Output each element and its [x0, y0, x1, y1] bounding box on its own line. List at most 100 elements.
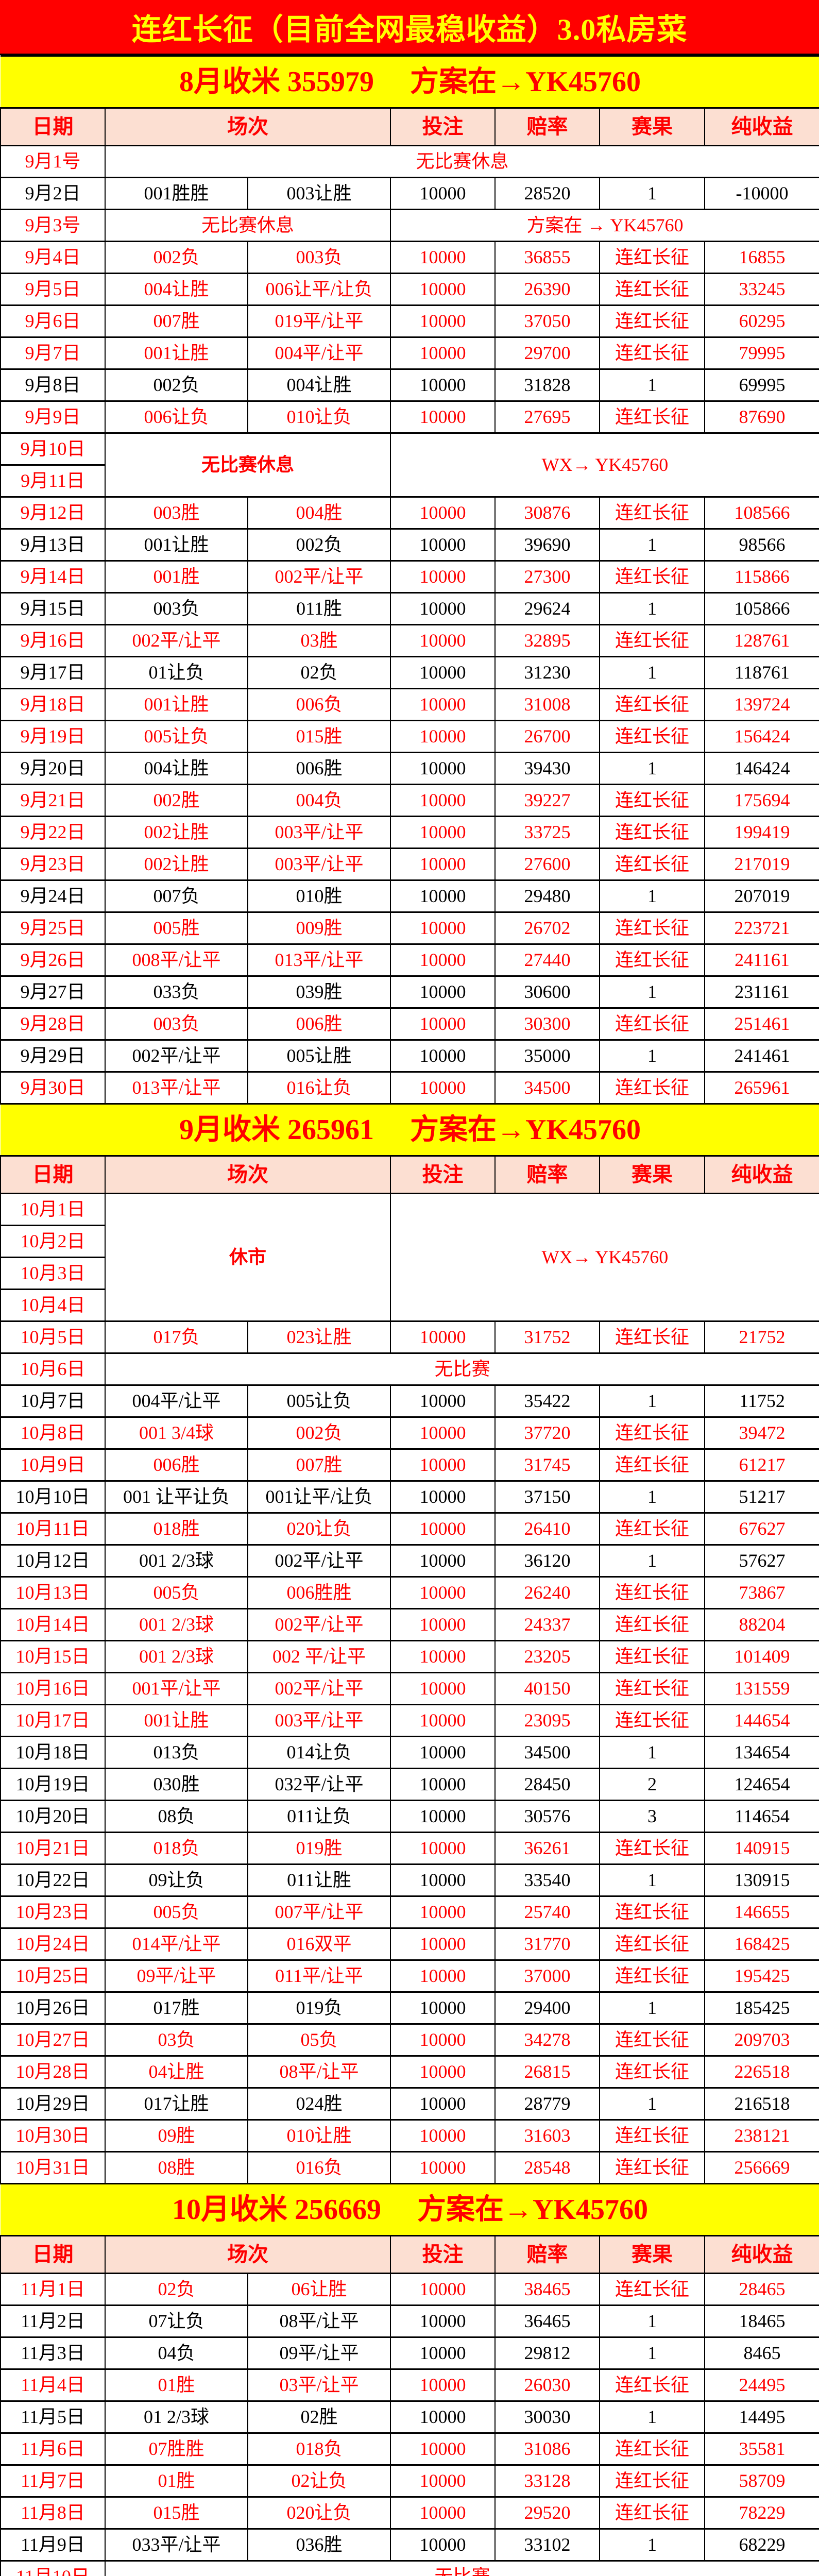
odds-cell: 39430 — [494, 752, 600, 785]
date-cell: 9月16日 — [0, 624, 106, 657]
stake-cell: 10000 — [390, 1895, 496, 1929]
stake-cell: 10000 — [390, 1039, 496, 1073]
date-cell: 11月7日 — [0, 2464, 106, 2498]
table-row: 10月10日 001 让平让负 001让平/让负 10000 37150 1 51217 — [0, 1480, 819, 1514]
stake-cell: 10000 — [390, 879, 496, 913]
profit-cell: 134654 — [704, 1736, 819, 1769]
pick-cell: 002 平/让平 — [247, 1640, 391, 1673]
profit-cell: 265961 — [704, 1071, 819, 1105]
stake-cell: 10000 — [390, 1384, 496, 1418]
stake-cell: 10000 — [390, 528, 496, 562]
date-cell: 9月17日 — [0, 656, 106, 689]
date-cell: 9月2日 — [0, 177, 106, 210]
odds-cell: 29812 — [494, 2336, 600, 2370]
result-cell: 连红长征 — [599, 2055, 705, 2089]
date-cell: 10月10日 — [0, 1480, 106, 1514]
profit-cell: 130915 — [704, 1863, 819, 1897]
date-cell: 9月5日 — [0, 273, 106, 306]
date-cell: 10月20日 — [0, 1800, 106, 1833]
pick-cell: 014让负 — [247, 1736, 391, 1769]
stake-cell: 10000 — [390, 2432, 496, 2466]
odds-cell: 30030 — [494, 2400, 600, 2434]
profit-cell: 115866 — [704, 560, 819, 594]
stake-cell: 10000 — [390, 1832, 496, 1865]
result-cell: 连红长征 — [599, 1959, 705, 1993]
profit-cell: 226518 — [704, 2055, 819, 2089]
pick-cell: 001 3/4球 — [105, 1416, 248, 1450]
col-header-odds: 赔率 — [494, 107, 600, 146]
pick-cell: 019胜 — [247, 1832, 391, 1865]
table-row: 9月5日 004让胜 006让平/让负 10000 26390 连红长征 33245 — [0, 273, 819, 306]
date-cell: 9月9日 — [0, 400, 106, 434]
table-row: 11月3日 04负 09平/让平 10000 29812 1 8465 — [0, 2336, 819, 2370]
table-row: 9月2日 001胜胜 003让胜 10000 28520 1 -10000 — [0, 177, 819, 210]
table-row: 11月2日 07让负 08平/让平 10000 36465 1 18465 — [0, 2304, 819, 2338]
pick-cell: 003胜 — [105, 496, 248, 530]
pick-cell: 01 2/3球 — [105, 2400, 248, 2434]
pick-cell: 003负 — [105, 1007, 248, 1041]
pick-cell: 006负 — [247, 688, 391, 721]
odds-cell: 28548 — [494, 2151, 600, 2184]
date-cell: 10月3日 — [0, 1257, 106, 1290]
odds-cell: 30600 — [494, 975, 600, 1009]
odds-cell: 37050 — [494, 304, 600, 338]
result-cell: 1 — [599, 752, 705, 785]
result-cell: 连红长征 — [599, 688, 705, 721]
pick-cell: 007胜 — [105, 304, 248, 338]
no-match-cell: 无比赛 — [105, 2560, 819, 2576]
stake-cell: 10000 — [390, 1576, 496, 1609]
pick-cell: 002负 — [247, 1416, 391, 1450]
no-match-row: 10月6日 无比赛 — [0, 1352, 819, 1386]
odds-cell: 31770 — [494, 1927, 600, 1961]
results-table: 8月收米 355979 方案在→YK45760 日期 场次 投注 赔率 赛果 纯收益 9月1号… — [0, 55, 819, 2576]
pick-cell: 004让胜 — [105, 752, 248, 785]
profit-cell: 33245 — [704, 273, 819, 306]
pick-cell: 001胜胜 — [105, 177, 248, 210]
pick-cell: 002平/让平 — [247, 560, 391, 594]
odds-cell: 34500 — [494, 1071, 600, 1105]
date-cell: 9月26日 — [0, 943, 106, 977]
pick-cell: 020让负 — [247, 2496, 391, 2530]
odds-cell: 24337 — [494, 1608, 600, 1641]
stake-cell: 10000 — [390, 1512, 496, 1546]
stake-cell: 10000 — [390, 1768, 496, 1801]
pick-cell: 001让胜 — [105, 688, 248, 721]
profit-cell: 209703 — [704, 2023, 819, 2057]
table-row: 9月25日 005胜 009胜 10000 26702 连红长征 223721 — [0, 911, 819, 945]
pick-cell: 016双平 — [247, 1927, 391, 1961]
profit-cell: 216518 — [704, 2087, 819, 2121]
result-cell: 连红长征 — [599, 2432, 705, 2466]
profit-cell: 57627 — [704, 1544, 819, 1578]
odds-cell: 39227 — [494, 784, 600, 817]
pick-cell: 08负 — [105, 1800, 248, 1833]
result-cell: 1 — [599, 2336, 705, 2370]
table-row: 10月24日 014平/让平 016双平 10000 31770 连红长征 168425 — [0, 1927, 819, 1961]
odds-cell: 31752 — [494, 1320, 600, 1354]
col-header-result: 赛果 — [599, 2235, 705, 2274]
profit-cell: 217019 — [704, 848, 819, 881]
table-row: 10月12日 001 2/3球 002平/让平 10000 36120 1 57627 — [0, 1544, 819, 1578]
pick-cell: 003负 — [247, 241, 391, 274]
result-cell: 1 — [599, 177, 705, 210]
stake-cell: 10000 — [390, 975, 496, 1009]
table-row: 10月22日 09让负 011让胜 10000 33540 1 130915 — [0, 1863, 819, 1897]
pick-cell: 036胜 — [247, 2528, 391, 2562]
odds-cell: 31828 — [494, 368, 600, 402]
odds-cell: 23205 — [494, 1640, 600, 1673]
pick-cell: 001胜 — [105, 560, 248, 594]
table-row: 9月27日 033负 039胜 10000 30600 1 231161 — [0, 975, 819, 1009]
odds-cell: 36855 — [494, 241, 600, 274]
col-header-result: 赛果 — [599, 107, 705, 146]
pick-cell: 02负 — [247, 656, 391, 689]
pick-cell: 002让胜 — [105, 848, 248, 881]
date-cell: 10月14日 — [0, 1608, 106, 1641]
result-cell: 1 — [599, 1384, 705, 1418]
odds-cell: 31008 — [494, 688, 600, 721]
pick-cell: 001 2/3球 — [105, 1544, 248, 1578]
odds-cell: 36465 — [494, 2304, 600, 2338]
table-row: 10月7日 004平/让平 005让负 10000 35422 1 11752 — [0, 1384, 819, 1418]
no-match-row: 10月3日 — [0, 1257, 819, 1290]
date-cell: 9月30日 — [0, 1071, 106, 1105]
profit-cell: 251461 — [704, 1007, 819, 1041]
profit-cell: 79995 — [704, 336, 819, 370]
